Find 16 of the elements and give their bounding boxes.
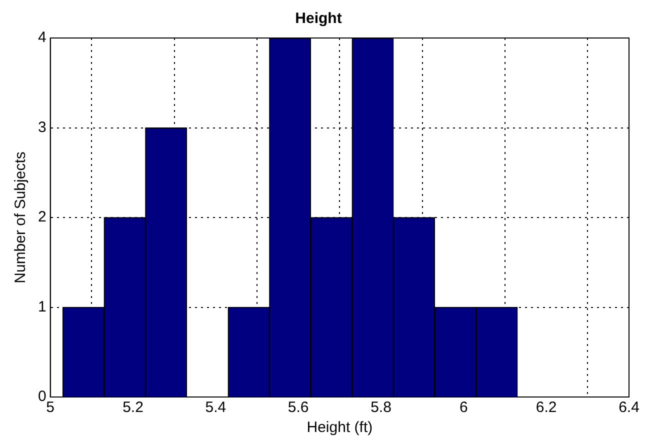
x-tick-label: 6.2 xyxy=(536,399,557,416)
x-axis-title: Height (ft) xyxy=(306,419,373,436)
y-tick-label: 0 xyxy=(38,388,46,406)
x-tick-label: 6 xyxy=(459,399,468,416)
x-tick-label: 5.2 xyxy=(122,399,144,416)
y-tick-label: 3 xyxy=(38,118,46,136)
y-tick-label: 2 xyxy=(38,208,46,226)
x-tick-label: 5.8 xyxy=(370,399,392,416)
y-tick-label: 1 xyxy=(38,298,46,316)
y-tick-label: 4 xyxy=(38,29,46,46)
x-tick-label: 5 xyxy=(46,399,55,416)
chart-title: Height xyxy=(295,10,342,28)
y-axis-title: Number of Subjects xyxy=(12,152,30,284)
x-tick-label: 5.6 xyxy=(288,399,309,416)
x-tick-label: 6.4 xyxy=(618,399,640,416)
x-tick-label: 5.4 xyxy=(205,399,226,416)
